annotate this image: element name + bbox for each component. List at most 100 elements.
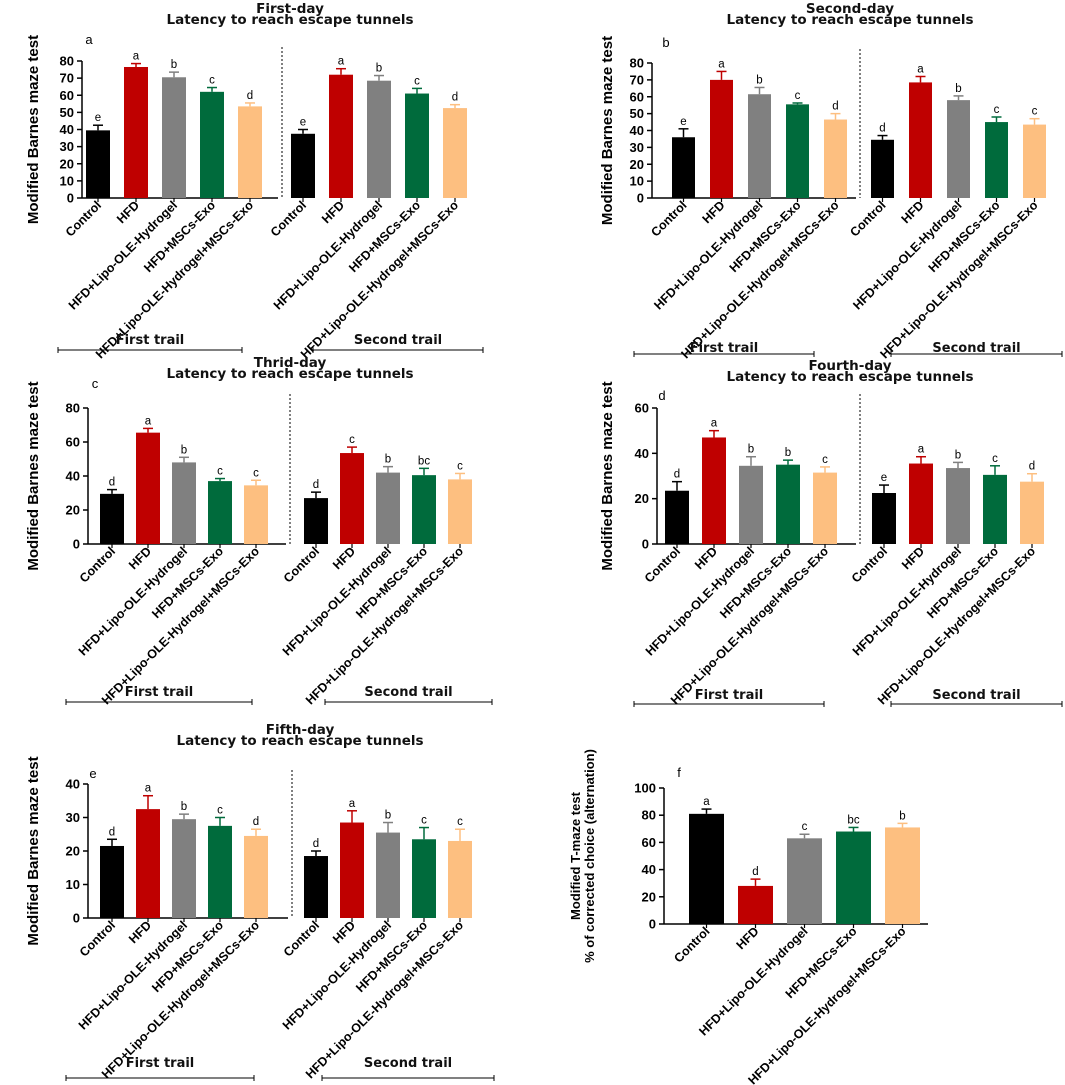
y-tick-label: 80 — [630, 56, 644, 71]
bar-1-4 — [208, 481, 232, 544]
bar-1-2 — [702, 437, 726, 544]
y-tick-label: 50 — [60, 105, 74, 120]
bar-1-4 — [776, 464, 800, 544]
bar-1-4 — [200, 91, 224, 198]
significance-letter: e — [881, 472, 887, 484]
chart-panel-f: f Modified T-maze test% of corrected choi… — [568, 749, 928, 1085]
bar-1-1 — [689, 813, 724, 924]
trail-label: Second trail — [932, 341, 1020, 356]
significance-letter: d — [313, 838, 319, 850]
bar-2-3 — [946, 468, 970, 544]
panel-letter: b — [662, 35, 669, 50]
bar-1-3 — [739, 465, 763, 544]
bar-2-2 — [340, 453, 364, 544]
significance-letter: d — [752, 866, 758, 878]
trail-label: First trail — [695, 688, 764, 703]
significance-letter: a — [711, 418, 718, 430]
y-tick-label: 0 — [637, 191, 644, 206]
category-label: HFD — [899, 198, 927, 226]
y-tick-label: 0 — [642, 537, 649, 552]
chart-title: Thrid-day — [254, 355, 327, 371]
bar-2-2 — [340, 822, 364, 918]
trail-label: Second trail — [354, 333, 442, 348]
y-tick-label: 60 — [66, 435, 80, 450]
chart-subtitle: Latency to reach escape tunnels — [166, 12, 413, 28]
bar-1-5 — [244, 835, 268, 918]
significance-letter: bc — [418, 455, 430, 467]
category-label: HFD — [692, 544, 720, 572]
bar-1-3 — [787, 838, 822, 924]
significance-letter: e — [95, 112, 101, 124]
panel-letter: d — [658, 388, 665, 403]
significance-letter: b — [181, 444, 187, 456]
bar-2-4 — [983, 474, 1007, 544]
category-label: HFD — [114, 198, 142, 226]
panel-letter: f — [677, 765, 681, 780]
panel-letter: e — [89, 766, 96, 781]
bar-2-1 — [291, 133, 315, 198]
category-label: Control — [849, 544, 890, 585]
y-tick-label: 40 — [635, 446, 649, 461]
y-tick-label: 40 — [642, 862, 656, 877]
y-tick-label: 80 — [66, 401, 80, 416]
y-tick-label: 40 — [630, 123, 644, 138]
significance-letter: c — [349, 434, 355, 446]
category-label: Control — [847, 198, 888, 239]
bar-1-1 — [665, 490, 689, 544]
y-tick-label: 60 — [60, 88, 74, 103]
bar-1-5 — [813, 472, 837, 544]
significance-letter: a — [145, 415, 152, 427]
significance-letter: b — [899, 810, 905, 822]
bar-1-4 — [836, 831, 871, 924]
category-label: HFD — [126, 544, 154, 572]
y-axis-label: Modified Barnes maze test — [599, 36, 616, 225]
category-label: HFD+Lipo-OLE-Hydrogel+MSCs-Exo — [668, 544, 831, 707]
significance-letter: d — [879, 123, 885, 135]
chart-subtitle: Latency to reach escape tunnels — [726, 12, 973, 28]
y-tick-label: 60 — [642, 835, 656, 850]
significance-letter: b — [785, 447, 791, 459]
y-tick-label: 20 — [630, 157, 644, 172]
category-label: Control — [77, 544, 118, 585]
bar-1-2 — [710, 79, 733, 198]
trail-label: First trail — [126, 1056, 195, 1071]
significance-letter: d — [674, 469, 680, 481]
category-label: HFD+Lipo-OLE-Hydrogel+MSCs-Exo — [303, 544, 466, 707]
significance-letter: c — [217, 805, 223, 817]
bar-1-2 — [136, 432, 160, 544]
significance-letter: c — [992, 453, 998, 465]
chart-title: Second-day — [806, 1, 894, 17]
y-axis-label-secondary: % of corrected choice (alternation) — [582, 749, 597, 963]
category-label: HFD+Lipo-OLE-Hydrogel+MSCs-Exo — [679, 198, 842, 361]
bar-2-1 — [304, 498, 328, 544]
trail-label: Second trail — [364, 1056, 452, 1071]
trail-label: Second trail — [932, 688, 1020, 703]
y-tick-label: 70 — [630, 72, 644, 87]
significance-letter: e — [680, 116, 686, 128]
significance-letter: c — [253, 467, 259, 479]
y-axis-label: Modified Barnes maze test — [25, 35, 42, 224]
chart-subtitle: Latency to reach escape tunnels — [726, 369, 973, 385]
chart-subtitle: Latency to reach escape tunnels — [166, 366, 413, 382]
bar-2-5 — [448, 840, 472, 918]
significance-letter: a — [338, 56, 345, 68]
category-label: HFD+Lipo-OLE-Hydrogel+MSCs-Exo — [878, 198, 1041, 361]
significance-letter: c — [822, 454, 828, 466]
trail-label: First trail — [690, 341, 759, 356]
trail-label: First trail — [125, 685, 194, 700]
significance-letter: c — [457, 460, 463, 472]
bar-2-2 — [909, 82, 932, 198]
y-tick-label: 10 — [66, 877, 80, 892]
significance-letter: d — [832, 101, 838, 113]
bar-2-2 — [909, 463, 933, 544]
category-label: Control — [268, 198, 309, 239]
chart-title: Fifth-day — [266, 722, 335, 738]
category-label: Control — [281, 544, 322, 585]
y-tick-label: 10 — [630, 174, 644, 189]
y-tick-label: 20 — [635, 491, 649, 506]
significance-letter: c — [1032, 106, 1038, 118]
